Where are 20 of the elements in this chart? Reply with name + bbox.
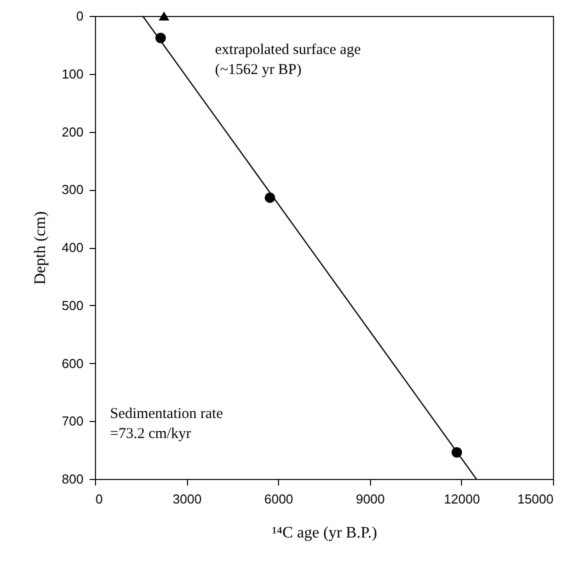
y-tick-label: 400 [62,240,84,255]
x-tick-label: 12000 [444,492,480,506]
y-tick-label: 200 [62,124,84,140]
x-tick-label: 15000 [517,492,554,506]
y-tick-label: 600 [62,356,84,371]
x-axis-title: ¹⁴C age (yr B.P.) [272,524,378,542]
y-tick-label: 700 [62,414,84,429]
x-tick-label: 6000 [264,492,294,506]
y-axis-title: Depth (cm) [32,211,49,285]
x-tick-label: 9000 [356,492,385,506]
y-tick-label: 500 [62,298,84,313]
y-tick-label: 800 [62,472,84,486]
y-tick-label: 0 [76,8,84,24]
annotation: Sedimentation rate =73.2 cm/kyr [110,406,224,442]
y-tick-label: 100 [62,66,84,82]
point [158,11,170,21]
x-tick-label: 3000 [172,492,202,506]
annotation: extrapolated surface age (~1562 yr BP) [215,42,362,78]
x-tick-label: 0 [96,492,103,506]
y-tick-label: 300 [62,182,84,198]
